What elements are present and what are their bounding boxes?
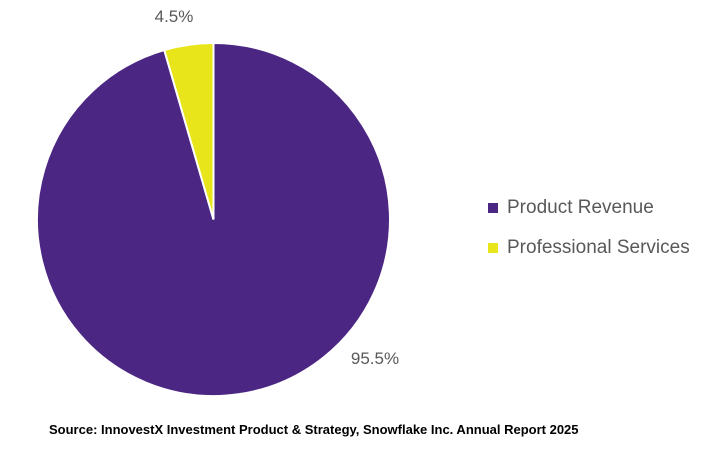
legend-label: Product Revenue <box>507 197 654 218</box>
data-label: 95.5% <box>351 349 399 368</box>
legend-swatch <box>488 203 498 213</box>
legend-swatch <box>488 243 498 253</box>
legend-item-product-revenue: Product Revenue <box>488 188 690 228</box>
legend-label: Professional Services <box>507 237 690 258</box>
pie-slice-professional-services <box>163 41 215 220</box>
legend: Product Revenue Professional Services <box>488 188 690 268</box>
legend-item-professional-services: Professional Services <box>488 228 690 268</box>
data-label: 4.5% <box>155 7 194 26</box>
source-note: Source: InnovestX Investment Product & S… <box>49 422 579 437</box>
